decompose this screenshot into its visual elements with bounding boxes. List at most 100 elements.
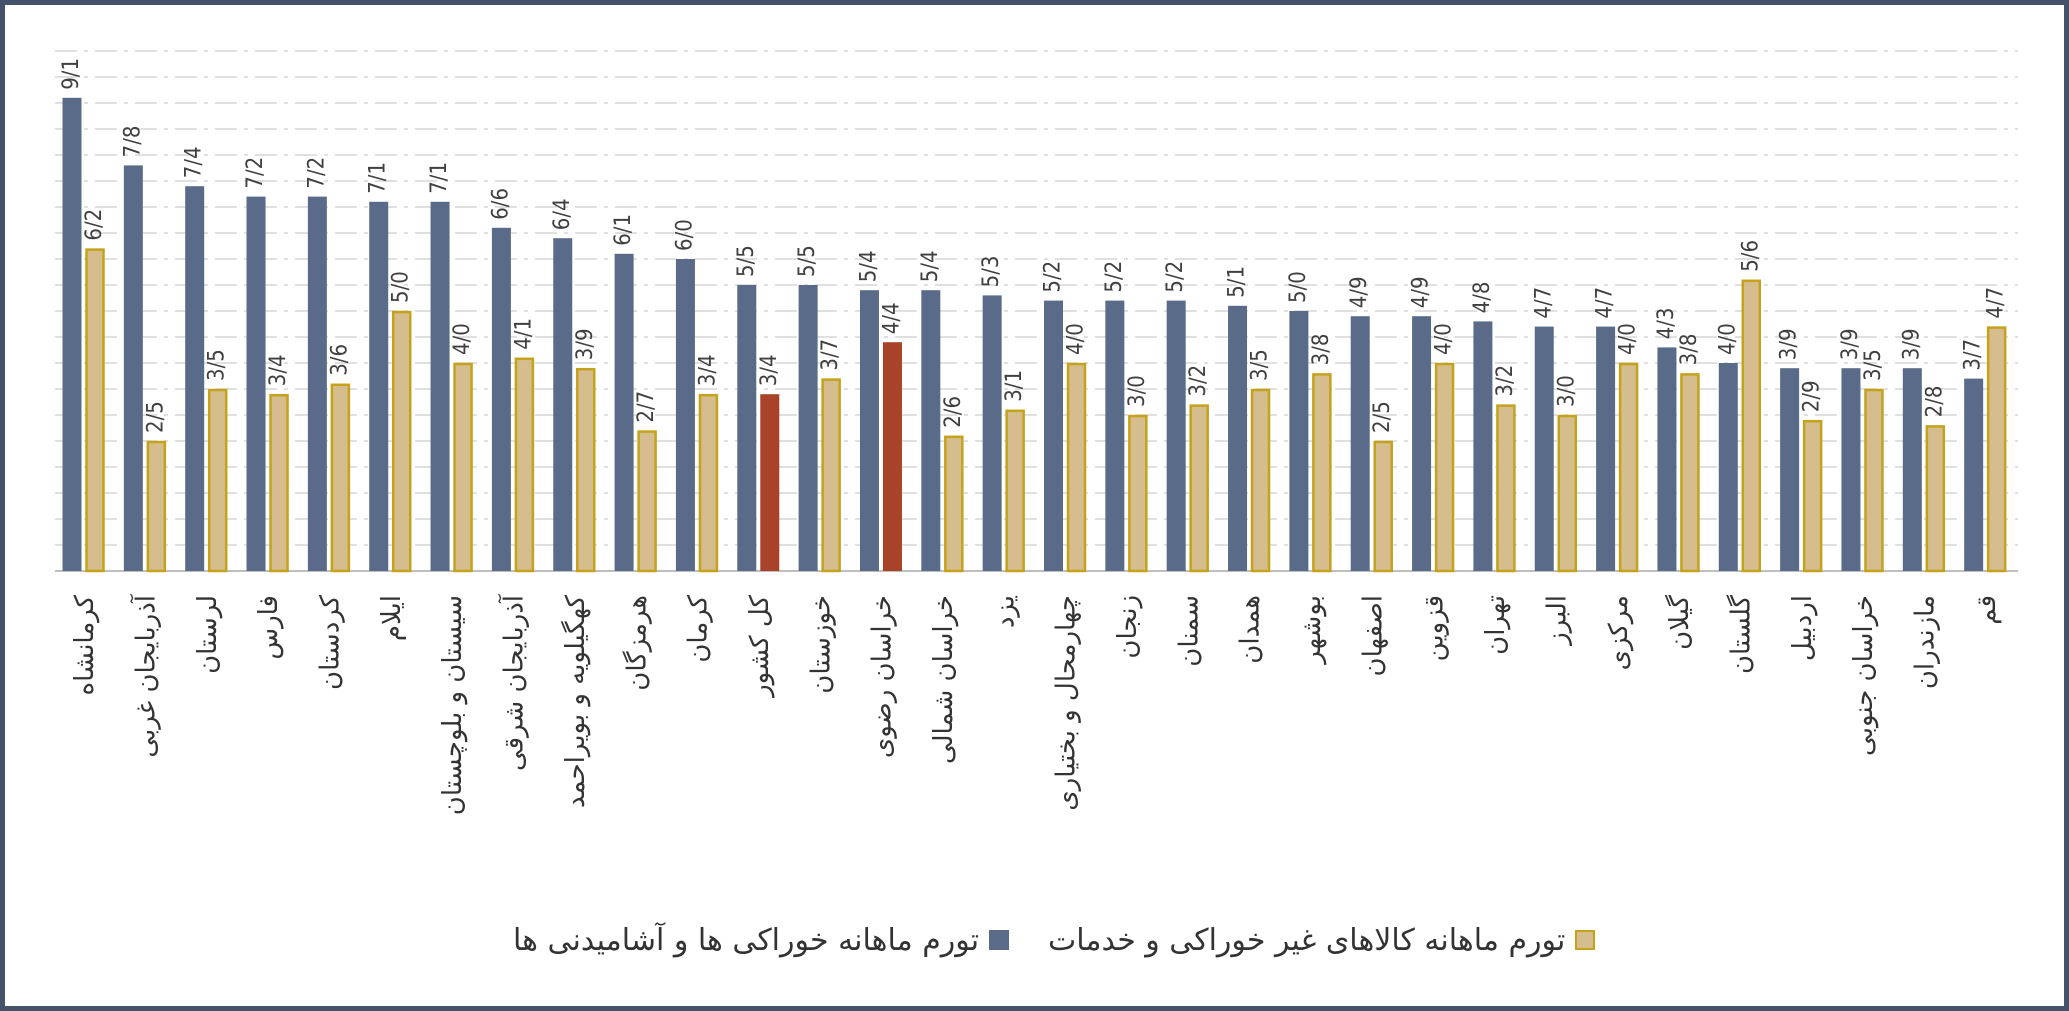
category-label: آذربایجان شرقی (498, 593, 530, 771)
bar-nonfood (944, 435, 964, 573)
bar-nonfood (1986, 326, 2007, 573)
category-label: همدان (1236, 595, 1266, 664)
bar-nonfood (576, 367, 596, 573)
category-label: آذربایجان غربی (130, 593, 162, 757)
data-label-food: 5/2 (1102, 261, 1127, 293)
category-label: البرز (1542, 595, 1572, 647)
data-label-nonfood: 4/0 (1616, 323, 1641, 355)
bar-food (1718, 363, 1738, 571)
category-label: گلستان (1725, 594, 1756, 674)
bar-nonfood (1189, 404, 1209, 573)
bar-nonfood (207, 388, 228, 573)
data-label-nonfood: 2/6 (941, 396, 966, 428)
data-label-nonfood: 3/0 (1554, 375, 1579, 407)
category-label: سیستان و بلوچستان (438, 595, 468, 815)
data-label-food: 7/1 (427, 162, 452, 194)
data-label-food: 6/0 (672, 219, 697, 251)
data-label-nonfood: 3/5 (1861, 349, 1886, 381)
data-label-nonfood: 3/7 (818, 339, 843, 371)
category-label: قزوین (1420, 595, 1450, 661)
bar-food (859, 290, 879, 571)
category-label: قم (1972, 595, 2002, 625)
data-labels: 9/1 6/2 7/8 2/5 7/4 3/5 7/2 3/4 7/2 3/6 7/1 5/0 7/1 4… (59, 58, 2009, 433)
data-label-nonfood: 3/8 (1309, 334, 1334, 366)
bar-food (1105, 300, 1125, 571)
category-label: گیلان (1664, 594, 1695, 649)
bar-nonfood (1680, 373, 1700, 573)
category-label: کرمان (684, 594, 714, 662)
bar-nonfood (514, 357, 535, 573)
data-label-food: 7/4 (182, 146, 207, 178)
bar-nonfood-highlight (760, 394, 780, 571)
bar-food (123, 165, 143, 571)
bar-nonfood (85, 248, 105, 573)
data-label-food: 6/6 (488, 188, 513, 220)
bar-food (491, 227, 511, 572)
data-label-nonfood: 4/4 (879, 302, 904, 334)
bar-nonfood (1557, 414, 1577, 573)
category-label: خراسان جنوبی (1849, 595, 1879, 756)
data-label-food: 3/9 (1838, 328, 1863, 360)
data-label-nonfood: 6/2 (82, 209, 107, 241)
bar-food (1350, 316, 1370, 571)
category-label: اردبیل (1788, 595, 1818, 661)
bar-food (1657, 347, 1677, 571)
data-label-food: 6/1 (611, 214, 636, 246)
category-label: کرمانشاه (70, 594, 100, 695)
bar-food (1044, 300, 1063, 571)
bar-food (1473, 321, 1493, 571)
data-label-food: 4/8 (1470, 282, 1495, 314)
data-label-food: 5/5 (734, 245, 759, 277)
bar-food (1166, 300, 1186, 571)
data-label-food: 4/7 (1593, 287, 1618, 319)
bar-nonfood (1066, 362, 1087, 573)
category-label: بوشهر (1297, 595, 1327, 666)
data-label-nonfood: 4/1 (511, 318, 536, 350)
bar-food (307, 196, 327, 571)
data-label-nonfood: 2/5 (1370, 401, 1395, 433)
legend-item-food: تورم ماهانه خوراکی ها و آشامیدنی ها (513, 920, 1010, 960)
bar-nonfood (1925, 425, 1946, 573)
bar-food (1780, 368, 1800, 571)
data-label-food: 4/3 (1654, 308, 1679, 340)
category-label: مازندران (1910, 595, 1940, 689)
data-label-nonfood: 3/5 (205, 349, 230, 381)
data-label-nonfood: 3/5 (1248, 349, 1273, 381)
data-label-food: 5/4 (856, 250, 881, 282)
bar-food (614, 253, 634, 572)
bar-food (982, 295, 1002, 571)
category-labels: کرمانشاه آذربایجان غربی لرستان فارس کردستان ا… (70, 593, 2002, 815)
data-label-nonfood: 3/6 (327, 344, 352, 376)
data-label-food: 7/2 (304, 157, 329, 189)
data-label-nonfood: 4/0 (1432, 323, 1457, 355)
bar-food (675, 259, 695, 571)
category-label: مرکزی (1604, 595, 1634, 670)
data-label-food: 3/9 (1899, 328, 1924, 360)
data-label-nonfood: 5/0 (389, 271, 414, 303)
legend-label-food: تورم ماهانه خوراکی ها و آشامیدنی ها (513, 922, 980, 958)
category-label: زنجان (1113, 595, 1143, 659)
bar-nonfood (1128, 414, 1148, 573)
category-label: خراسان رضوی (868, 595, 898, 758)
data-label-food: 4/9 (1347, 276, 1372, 308)
data-label-nonfood: 3/4 (757, 354, 782, 386)
data-label-food: 5/2 (1163, 261, 1188, 293)
bar-food (921, 290, 941, 571)
bar-nonfood (1618, 362, 1639, 573)
data-label-food: 5/2 (1041, 261, 1066, 293)
data-label-nonfood: 3/2 (1493, 365, 1518, 397)
category-label: خوزستان (806, 595, 836, 694)
bar-nonfood (1005, 409, 1025, 573)
data-label-nonfood: 3/1 (1002, 370, 1027, 402)
data-label-nonfood: 3/9 (573, 328, 598, 360)
data-label-food: 3/9 (1777, 328, 1802, 360)
category-label: سمنان (1174, 595, 1204, 667)
bars (62, 97, 2007, 573)
category-label: تهران (1481, 595, 1511, 655)
data-label-food: 4/9 (1409, 276, 1434, 308)
legend-label-nonfood: تورم ماهانه کالاهای غیر خوراکی و خدمات (1048, 922, 1566, 958)
bar-nonfood (1312, 373, 1332, 573)
category-label: هرمزگان (621, 595, 652, 691)
data-label-food: 5/5 (795, 245, 820, 277)
